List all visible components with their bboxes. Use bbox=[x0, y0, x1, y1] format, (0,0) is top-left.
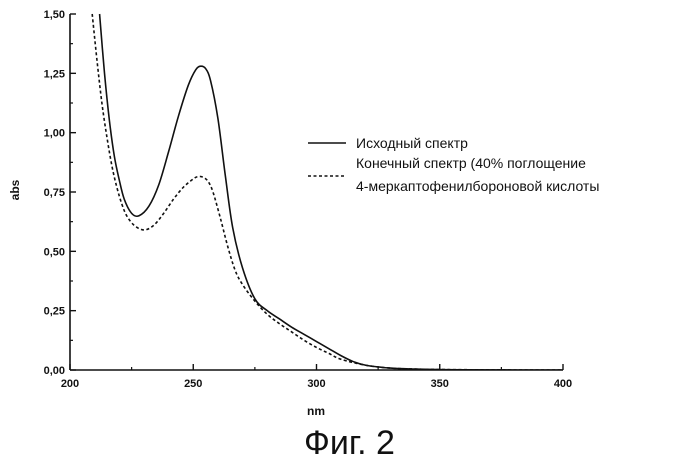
legend-label-final: Конечный спектр (40% поглощение bbox=[356, 155, 586, 171]
x-tick-label: 300 bbox=[307, 378, 325, 390]
figure-caption: Фиг. 2 bbox=[0, 424, 699, 463]
x-tick-label: 200 bbox=[61, 378, 79, 390]
x-tick-label: 400 bbox=[554, 378, 572, 390]
y-tick-label: 1,00 bbox=[44, 128, 65, 140]
y-tick-label: 0,75 bbox=[44, 187, 65, 199]
x-ticks: 200 250 300 350 400 bbox=[61, 364, 572, 390]
legend: Исходный спектр Конечный спектр (40% пог… bbox=[308, 135, 599, 194]
y-tick-label: 0,50 bbox=[44, 246, 65, 258]
y-tick-label: 0,25 bbox=[44, 306, 65, 318]
y-ticks: 0,00 0,25 0,50 0,75 1,00 1,25 1,50 bbox=[44, 9, 76, 377]
x-tick-label: 250 bbox=[184, 378, 202, 390]
y-tick-label: 1,25 bbox=[44, 68, 65, 80]
y-axis-label: abs bbox=[8, 179, 22, 200]
y-tick-label: 0,00 bbox=[44, 365, 65, 377]
x-axis-label: nm bbox=[307, 404, 325, 418]
x-tick-label: 350 bbox=[431, 378, 449, 390]
legend-label-final-continued: 4-меркаптофенилбороновой кислоты bbox=[356, 178, 599, 194]
legend-label-initial: Исходный спектр bbox=[356, 135, 468, 151]
y-tick-label: 1,50 bbox=[44, 9, 65, 21]
